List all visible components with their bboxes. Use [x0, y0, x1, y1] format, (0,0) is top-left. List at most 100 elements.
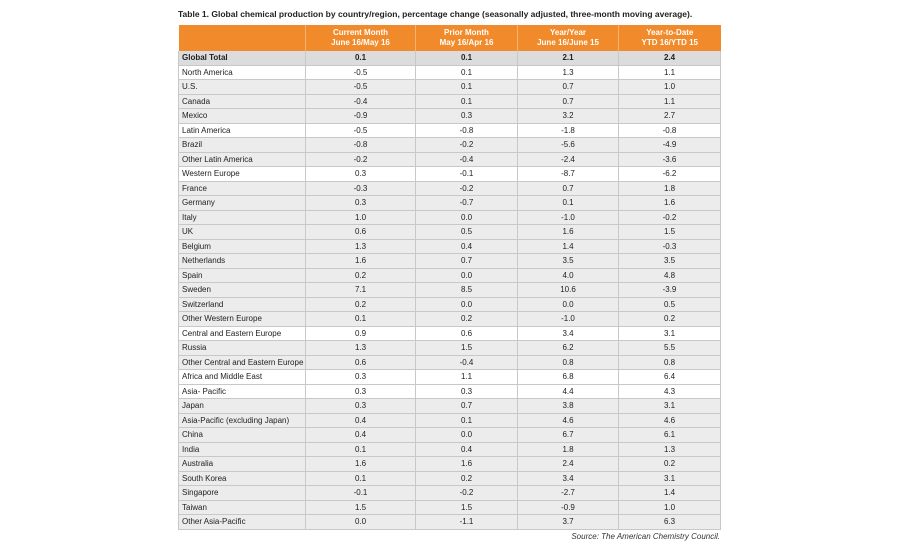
table-cell: 0.6: [305, 355, 416, 370]
table-cell: -6.2: [618, 166, 721, 182]
table-cell: 6.3: [618, 514, 721, 530]
table-cell: Japan: [178, 398, 306, 414]
table-row: Italy 1.0 0.0 -1.0 -0.2: [178, 210, 721, 225]
table-cell: 0.8: [618, 355, 721, 370]
table-cell: 0.6: [305, 224, 416, 240]
table-cell: -1.8: [517, 123, 619, 138]
table-cell: -0.2: [415, 485, 518, 501]
table-cell: 1.6: [618, 195, 721, 211]
table-cell: -0.1: [305, 485, 416, 501]
table-cell: 0.7: [415, 253, 518, 269]
table-cell: 0.2: [305, 268, 416, 283]
table-cell: -0.8: [305, 137, 416, 153]
table-cell: 0.1: [415, 79, 518, 95]
table-cell: 1.3: [517, 65, 619, 80]
table-cell: Italy: [178, 210, 306, 225]
table-cell: 1.6: [305, 456, 416, 472]
table-cell: 0.3: [305, 398, 416, 414]
data-table: Current Month June 16/May 16 Prior Month Ma…: [178, 25, 721, 530]
table-cell: 0.1: [517, 195, 619, 211]
table-row: Sweden 7.1 8.5 10.6 -3.9: [178, 282, 721, 298]
table-cell: -0.8: [618, 123, 721, 138]
table-cell: 0.4: [415, 442, 518, 457]
table-cell: 0.4: [305, 413, 416, 428]
table-cell: -0.8: [415, 123, 518, 138]
table-cell: 0.7: [415, 398, 518, 414]
table-cell: Other Asia-Pacific: [178, 514, 306, 530]
table-row: North America -0.5 0.1 1.3 1.1: [178, 65, 721, 80]
table-row: Australia 1.6 1.6 2.4 0.2: [178, 456, 721, 472]
table-cell: 1.3: [305, 340, 416, 356]
table-cell: 0.5: [618, 297, 721, 312]
table-cell: 2.4: [618, 51, 721, 66]
table-cell: 0.1: [415, 413, 518, 428]
table-cell: -3.6: [618, 152, 721, 167]
table-cell: Mexico: [178, 108, 306, 124]
table-cell: 0.6: [415, 326, 518, 341]
table-cell: 0.0: [415, 297, 518, 312]
table-cell: -0.3: [305, 181, 416, 196]
table-cell: -0.7: [415, 195, 518, 211]
table-cell: Other Central and Eastern Europe: [178, 355, 306, 370]
table-row: Belgium 1.3 0.4 1.4 -0.3: [178, 239, 721, 254]
table-cell: -1.1: [415, 514, 518, 530]
table-cell: Russia: [178, 340, 306, 356]
table-row: Japan 0.3 0.7 3.8 3.1: [178, 398, 721, 414]
table-cell: -0.4: [305, 94, 416, 109]
table-cell: 0.2: [618, 311, 721, 327]
header-cell: Year/Year June 16/June 15: [517, 25, 619, 51]
table-cell: Asia- Pacific: [178, 384, 306, 399]
table-cell: 2.1: [517, 51, 619, 66]
header-line: Year/Year: [549, 28, 587, 37]
table-cell: 0.1: [305, 311, 416, 327]
table-cell: 0.9: [305, 326, 416, 341]
table-cell: Latin America: [178, 123, 306, 138]
table-cell: Global Total: [178, 51, 306, 66]
table-cell: France: [178, 181, 306, 196]
table-cell: 0.7: [517, 181, 619, 196]
table-row: Singapore -0.1 -0.2 -2.7 1.4: [178, 485, 721, 501]
table-row: Switzerland 0.2 0.0 0.0 0.5: [178, 297, 721, 312]
table-cell: 6.7: [517, 427, 619, 443]
table-cell: Canada: [178, 94, 306, 109]
table-cell: UK: [178, 224, 306, 240]
table-cell: 0.1: [415, 94, 518, 109]
table-cell: -0.2: [415, 137, 518, 153]
header-cell: Prior Month May 16/Apr 16: [415, 25, 518, 51]
table-cell: 4.3: [618, 384, 721, 399]
table-cell: 6.8: [517, 369, 619, 385]
table-cell: 1.5: [305, 500, 416, 515]
table-row: France -0.3 -0.2 0.7 1.8: [178, 181, 721, 196]
table-cell: 1.8: [618, 181, 721, 196]
table-cell: 1.5: [618, 224, 721, 240]
table-cell: 6.4: [618, 369, 721, 385]
table-cell: 2.7: [618, 108, 721, 124]
table-cell: China: [178, 427, 306, 443]
table-cell: 3.7: [517, 514, 619, 530]
table-cell: 6.2: [517, 340, 619, 356]
header-row: Current Month June 16/May 16 Prior Month Ma…: [178, 25, 721, 51]
table-cell: Taiwan: [178, 500, 306, 515]
table-cell: 0.1: [415, 51, 518, 66]
table-cell: 3.1: [618, 398, 721, 414]
table-row: India 0.1 0.4 1.8 1.3: [178, 442, 721, 457]
table-cell: 7.1: [305, 282, 416, 298]
table-cell: Netherlands: [178, 253, 306, 269]
table-cell: 1.6: [415, 456, 518, 472]
table-cell: 1.3: [618, 442, 721, 457]
table-cell: Central and Eastern Europe: [178, 326, 306, 341]
table-cell: 0.0: [415, 427, 518, 443]
table-cell: 4.6: [618, 413, 721, 428]
table-cell: 1.5: [415, 340, 518, 356]
table-cell: 1.4: [517, 239, 619, 254]
table-row: South Korea 0.1 0.2 3.4 3.1: [178, 471, 721, 486]
table-cell: -0.2: [305, 152, 416, 167]
table-cell: -0.1: [415, 166, 518, 182]
table-cell: -2.7: [517, 485, 619, 501]
table-row: Netherlands 1.6 0.7 3.5 3.5: [178, 253, 721, 269]
table-cell: 1.0: [618, 79, 721, 95]
table-cell: 0.0: [517, 297, 619, 312]
table-cell: 1.1: [618, 94, 721, 109]
table-cell: 0.0: [415, 210, 518, 225]
table-cell: Western Europe: [178, 166, 306, 182]
